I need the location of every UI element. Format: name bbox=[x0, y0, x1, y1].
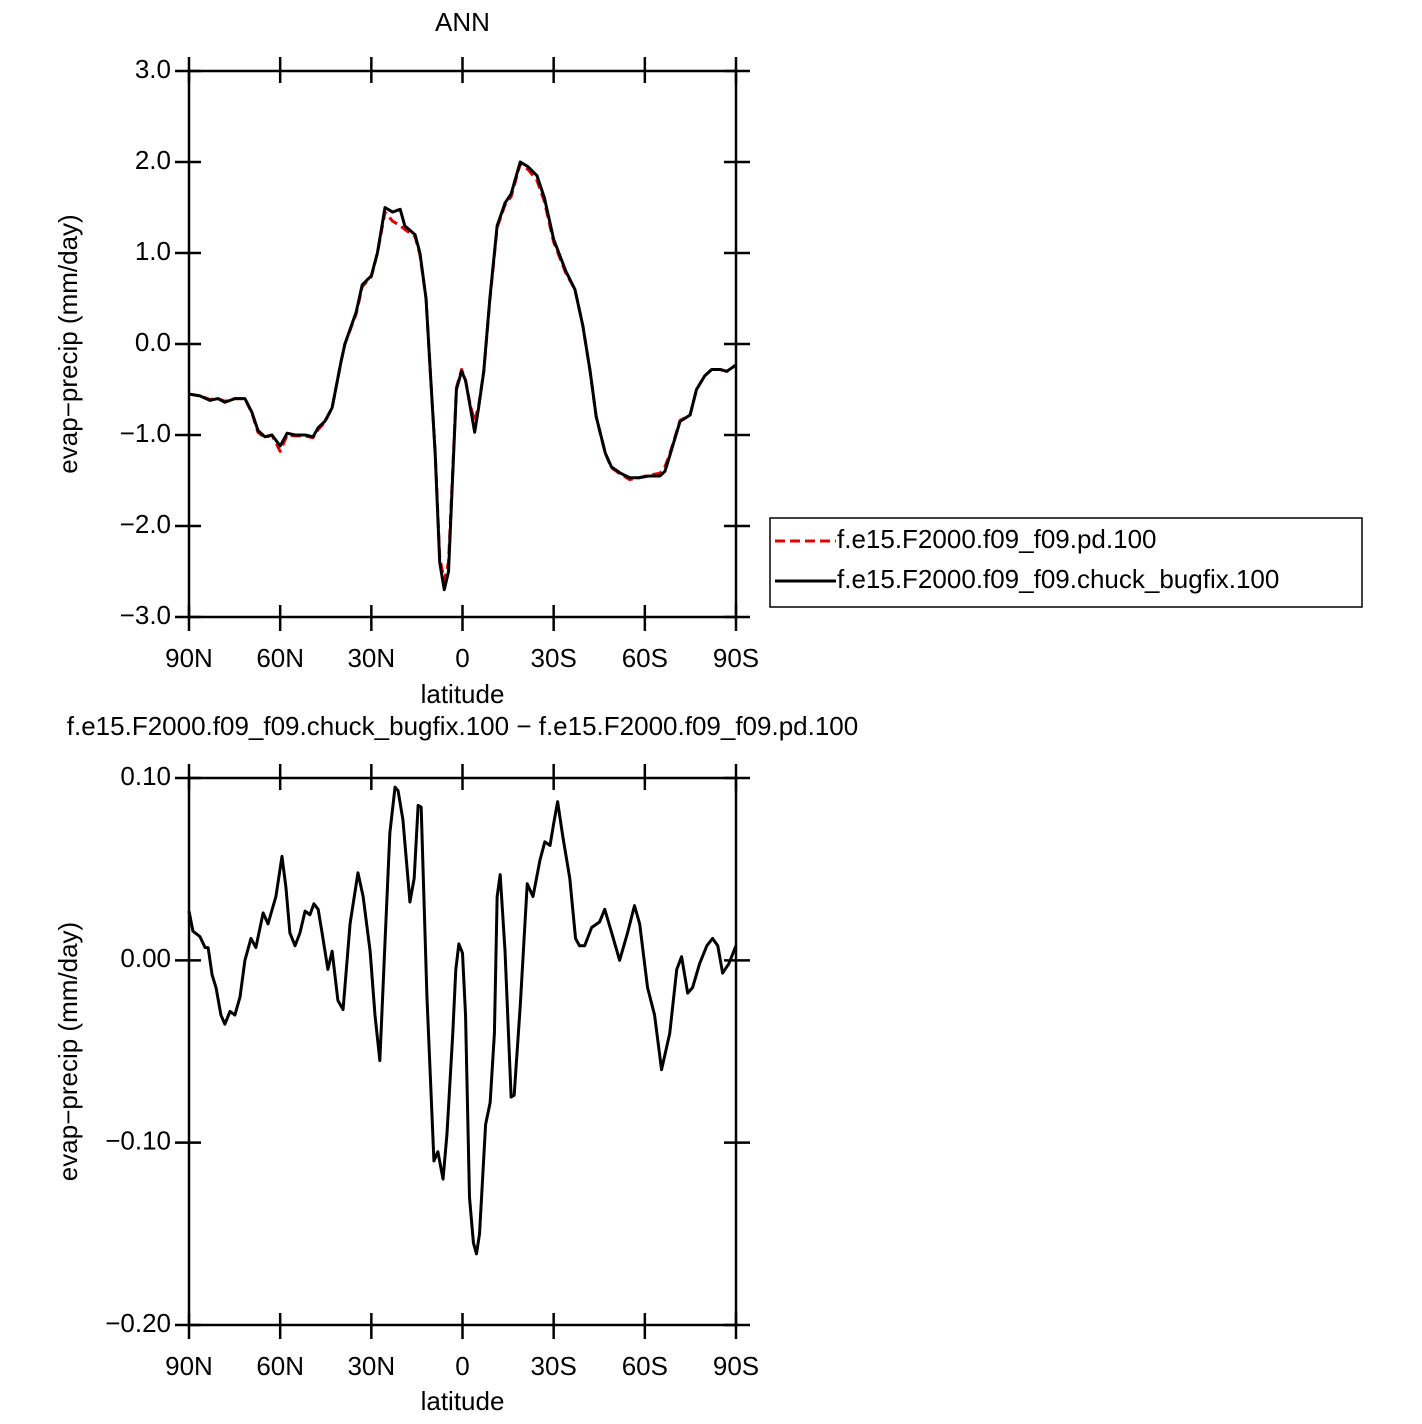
data-line bbox=[187, 785, 738, 1256]
legend-box bbox=[769, 517, 1363, 608]
y-tick-label: 1.0 bbox=[135, 236, 171, 266]
plot-frame bbox=[187, 69, 738, 619]
y-tick-label: −0.10 bbox=[105, 1126, 171, 1156]
y-tick-label: 2.0 bbox=[135, 145, 171, 175]
legend: f.e15.F2000.f09_f09.pd.100 f.e15.F2000.f0… bbox=[769, 517, 1363, 608]
chart-title: ANN bbox=[435, 7, 490, 37]
x-tick-label: 30S bbox=[531, 643, 577, 673]
y-tick-label: −3.0 bbox=[120, 600, 171, 630]
x-tick-label: 30N bbox=[347, 1351, 395, 1381]
x-tick-label: 0 bbox=[455, 1351, 469, 1381]
x-tick-label: 0 bbox=[455, 643, 469, 673]
x-tick-label: 60S bbox=[622, 643, 668, 673]
legend-label: f.e15.F2000.f09_f09.pd.100 bbox=[837, 524, 1157, 554]
plot-frame bbox=[187, 776, 738, 1327]
y-tick-label: 3.0 bbox=[135, 54, 171, 84]
x-tick-label: 60S bbox=[622, 1351, 668, 1381]
x-tick-label: 60N bbox=[256, 643, 304, 673]
y-tick-label: −0.20 bbox=[105, 1308, 171, 1338]
x-tick-label: 90N bbox=[165, 643, 213, 673]
x-tick-label: 60N bbox=[256, 1351, 304, 1381]
chart-title: f.e15.F2000.f09_f09.chuck_bugfix.100 − f… bbox=[67, 711, 858, 741]
y-tick-label: −2.0 bbox=[120, 509, 171, 539]
x-tick-label: 90S bbox=[713, 1351, 759, 1381]
x-tick-label: 30N bbox=[347, 643, 395, 673]
y-axis-label: evap−precip (mm/day) bbox=[53, 922, 83, 1181]
y-tick-label: 0.0 bbox=[135, 327, 171, 357]
y-tick-label: 0.10 bbox=[120, 761, 171, 791]
x-axis-label: latitude bbox=[421, 679, 505, 709]
x-axis-label: latitude bbox=[421, 1386, 505, 1416]
y-axis-label: evap−precip (mm/day) bbox=[53, 214, 83, 473]
y-tick-label: −1.0 bbox=[120, 418, 171, 448]
x-tick-label: 90S bbox=[713, 643, 759, 673]
x-tick-label: 30S bbox=[531, 1351, 577, 1381]
legend-label: f.e15.F2000.f09_f09.chuck_bugfix.100 bbox=[837, 564, 1279, 594]
x-tick-label: 90N bbox=[165, 1351, 213, 1381]
y-tick-label: 0.00 bbox=[120, 943, 171, 973]
data-line bbox=[188, 160, 737, 592]
